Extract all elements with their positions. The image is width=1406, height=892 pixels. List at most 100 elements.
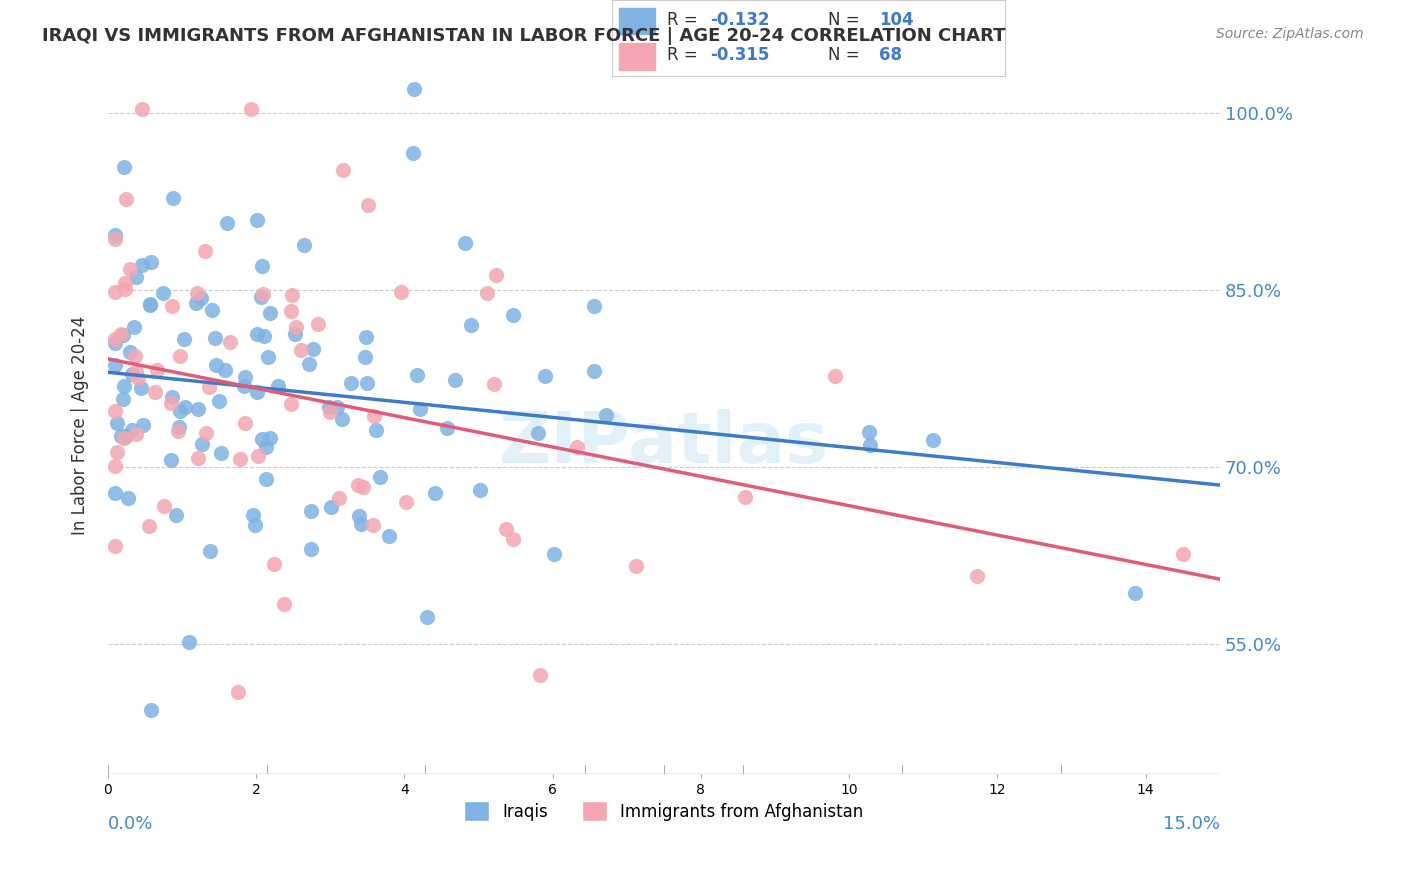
Point [226,684,249,698]
Point [325,401,347,415]
Point [273,598,295,612]
Point [242,508,264,523]
Point [416,610,439,624]
Point [138,297,160,311]
Point [105,445,128,459]
Text: 15.0%: 15.0% [1163,815,1220,833]
Point [114,192,136,206]
Point [219,334,242,349]
Point [389,285,412,299]
Point [120,262,142,277]
Point [859,438,882,452]
Point [233,370,256,384]
Bar [620,7,655,34]
Point [357,198,380,212]
Point [290,343,312,357]
Point [378,529,401,543]
Point [444,374,467,388]
Text: 68: 68 [879,46,903,64]
Legend: Iraqis, Immigrants from Afghanistan: Iraqis, Immigrants from Afghanistan [458,794,870,828]
Point [112,328,135,343]
Text: 0.0%: 0.0% [108,815,153,833]
Point [263,557,285,571]
Point [105,416,128,430]
Point [209,446,232,460]
Point [354,350,377,364]
Point [460,318,482,332]
Point [299,504,322,518]
Point [624,559,647,574]
Point [475,286,498,301]
Point [319,405,342,419]
Text: IRAQI VS IMMIGRANTS FROM AFGHANISTAN IN LABOR FORCE | AGE 20-24 CORRELATION CHAR: IRAQI VS IMMIGRANTS FROM AFGHANISTAN IN … [42,27,1005,45]
Point [127,371,149,385]
Text: -0.315: -0.315 [710,46,769,64]
Point [169,404,191,418]
Point [214,362,236,376]
Point [233,379,256,393]
Point [139,703,162,717]
Point [280,397,302,411]
Point [328,491,350,505]
Point [131,102,153,116]
Point [233,416,256,430]
Point [583,299,606,313]
Point [368,469,391,483]
Point [346,478,368,492]
Point [115,429,138,443]
Point [366,424,388,438]
Point [252,259,274,273]
Point [208,394,231,409]
Point [595,408,617,422]
Point [319,500,342,514]
Point [281,287,304,301]
Text: R =: R = [666,46,703,64]
Point [284,326,307,341]
Point [363,409,385,423]
Point [922,434,945,448]
Point [470,483,492,497]
Point [110,429,132,443]
Point [143,385,166,400]
Y-axis label: In Labor Force | Age 20-24: In Labor Force | Age 20-24 [72,316,89,535]
Point [332,412,354,426]
Point [104,336,127,351]
Point [215,216,238,230]
Point [169,349,191,363]
Point [122,320,145,334]
Point [267,379,290,393]
Point [125,427,148,442]
Point [139,255,162,269]
Point [187,401,209,416]
Point [131,258,153,272]
Point [124,270,146,285]
Point [132,417,155,432]
Point [186,285,208,300]
Point [118,345,141,359]
Point [436,421,458,435]
Point [160,390,183,404]
Point [152,286,174,301]
Point [153,499,176,513]
Point [112,160,135,174]
Point [104,232,127,246]
Point [350,517,373,532]
Point [139,298,162,312]
Point [160,299,183,313]
Point [1171,547,1194,561]
Point [110,327,132,342]
Point [104,358,127,372]
Point [254,440,277,454]
Point [246,385,269,400]
Point [257,350,280,364]
Point [402,82,425,96]
Point [104,539,127,553]
Point [114,276,136,290]
Point [966,569,988,583]
Point [197,379,219,393]
Text: 104: 104 [879,12,914,29]
Point [280,303,302,318]
Point [125,365,148,379]
Point [543,547,565,561]
Point [229,452,252,467]
